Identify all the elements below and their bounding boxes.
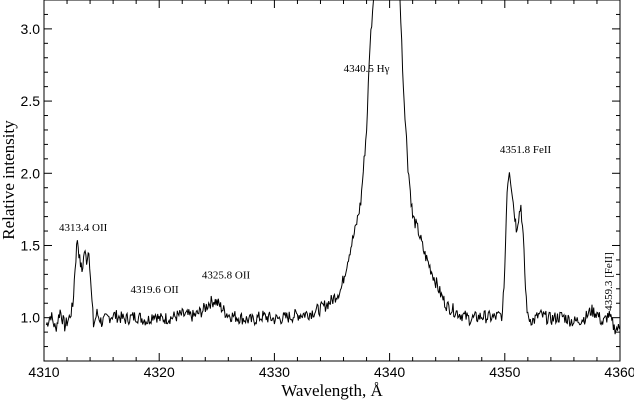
x-axis-title: Wavelength, Å [281, 381, 383, 400]
axis-ticks: 4310 4320 4330 4340 4350 4360 1.0 1.5 2.0 2.5 3.0 [21, 0, 634, 380]
line-annotation: 4340.5 Hγ [344, 63, 390, 75]
y-tick-label: 1.0 [21, 310, 41, 326]
y-tick-label: 2.0 [21, 165, 41, 181]
x-tick-label: 4340 [374, 364, 405, 380]
x-tick-label: 4310 [28, 364, 59, 380]
y-tick-label: 2.5 [21, 93, 41, 109]
line-annotations: 4313.4 OII 4319.6 OII 4325.8 OII 4340.5 Hγ 4… [59, 63, 615, 311]
y-tick-label: 3.0 [21, 21, 41, 37]
x-tick-label: 4350 [489, 364, 520, 380]
spectrum-series-line [45, 0, 621, 335]
x-tick-label: 4360 [604, 364, 634, 380]
line-annotation: 4351.8 FeII [500, 144, 552, 156]
line-annotation: 4319.6 OII [130, 284, 179, 296]
x-tick-label: 4330 [259, 364, 290, 380]
line-annotation: 4313.4 OII [59, 222, 108, 234]
y-tick-label: 1.5 [21, 237, 41, 253]
plot-frame [43, 0, 621, 362]
line-annotation: 4325.8 OII [202, 270, 251, 282]
x-tick-label: 4320 [144, 364, 175, 380]
line-annotation: 4359.3 [FeII] [603, 252, 615, 311]
y-axis-title: Relative intensity [0, 120, 18, 240]
